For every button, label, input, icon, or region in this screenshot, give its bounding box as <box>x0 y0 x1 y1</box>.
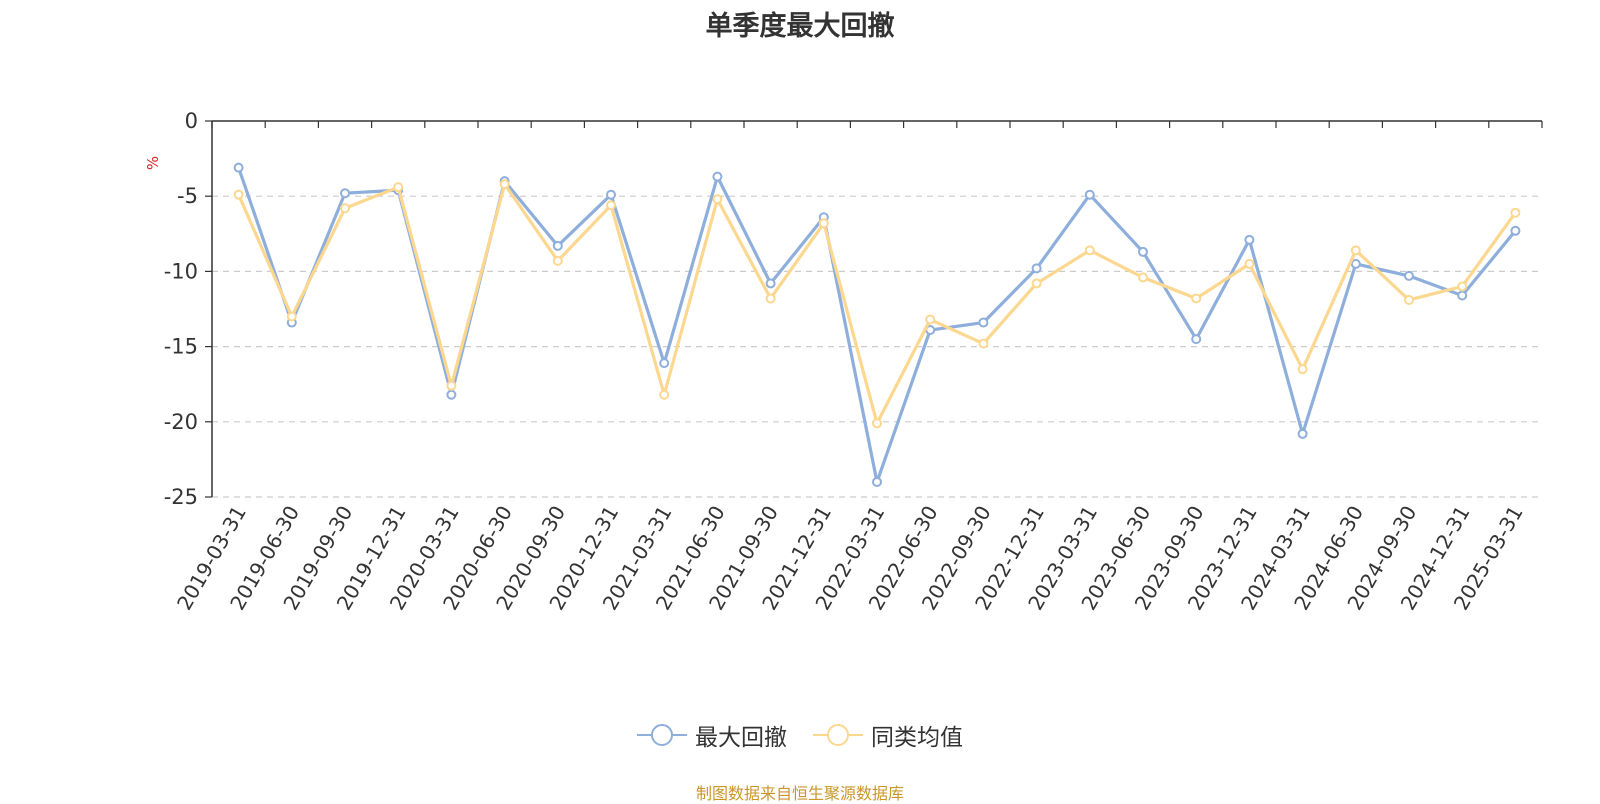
data-point <box>659 358 670 369</box>
legend-label-0: 最大回撤 <box>695 725 787 751</box>
data-point <box>286 311 297 322</box>
data-point <box>233 189 244 200</box>
y-tick-label: -10 <box>164 259 198 283</box>
data-point <box>659 389 670 400</box>
legend-item-series-0[interactable]: 最大回撤 <box>637 718 787 752</box>
data-point <box>1191 293 1202 304</box>
data-point <box>1191 334 1202 345</box>
legend: 最大回撤 同类均值 <box>0 718 1600 752</box>
data-point <box>765 293 776 304</box>
source-note: 制图数据来自恒生聚源数据库 <box>695 784 904 803</box>
legend-item-series-1[interactable]: 同类均值 <box>813 718 963 752</box>
data-point <box>978 338 989 349</box>
y-tick-label: -20 <box>164 410 198 434</box>
legend-swatch-0 <box>637 724 687 746</box>
data-point <box>606 200 616 211</box>
data-point <box>872 476 882 487</box>
data-point <box>446 389 457 400</box>
data-point <box>1404 270 1414 281</box>
series-1 <box>233 179 1521 429</box>
series-0 <box>233 162 1521 487</box>
data-point <box>1350 245 1361 256</box>
data-point <box>446 380 457 391</box>
data-point <box>872 418 882 429</box>
data-point <box>499 179 510 190</box>
data-point <box>1457 281 1468 292</box>
data-point <box>552 255 563 266</box>
data-point <box>712 194 723 205</box>
y-tick-label: 0 <box>185 109 198 133</box>
data-point <box>1244 258 1255 269</box>
data-point <box>978 317 989 328</box>
data-point <box>552 240 563 251</box>
y-axis-unit-label: % <box>144 156 162 170</box>
data-point <box>925 314 936 325</box>
data-point <box>818 218 829 229</box>
legend-swatch-1 <box>813 724 863 746</box>
y-tick-label: -25 <box>164 485 198 509</box>
data-point <box>340 188 350 199</box>
data-point <box>1031 278 1042 289</box>
data-point <box>1084 189 1095 200</box>
data-point <box>1084 245 1095 256</box>
data-point <box>1350 258 1361 269</box>
data-point <box>1510 225 1521 236</box>
data-point <box>1138 246 1148 257</box>
series-lines <box>233 162 1521 487</box>
y-tick-label: -5 <box>177 184 198 208</box>
data-point <box>1297 364 1308 375</box>
data-point <box>340 203 350 214</box>
data-point <box>1138 272 1148 283</box>
data-point <box>233 162 244 173</box>
data-point <box>1510 207 1521 218</box>
y-tick-label: -15 <box>164 335 198 359</box>
data-point <box>1457 290 1468 301</box>
data-point <box>1297 428 1308 439</box>
data-point <box>712 171 723 182</box>
data-point <box>765 278 776 289</box>
data-point <box>1404 294 1414 305</box>
data-point <box>1031 263 1042 274</box>
data-point <box>393 182 404 193</box>
legend-label-1: 同类均值 <box>871 725 963 751</box>
data-point <box>1244 234 1255 245</box>
data-point <box>606 189 616 200</box>
chart-title: 单季度最大回撤 <box>705 11 895 42</box>
series-line-1 <box>237 182 1518 425</box>
